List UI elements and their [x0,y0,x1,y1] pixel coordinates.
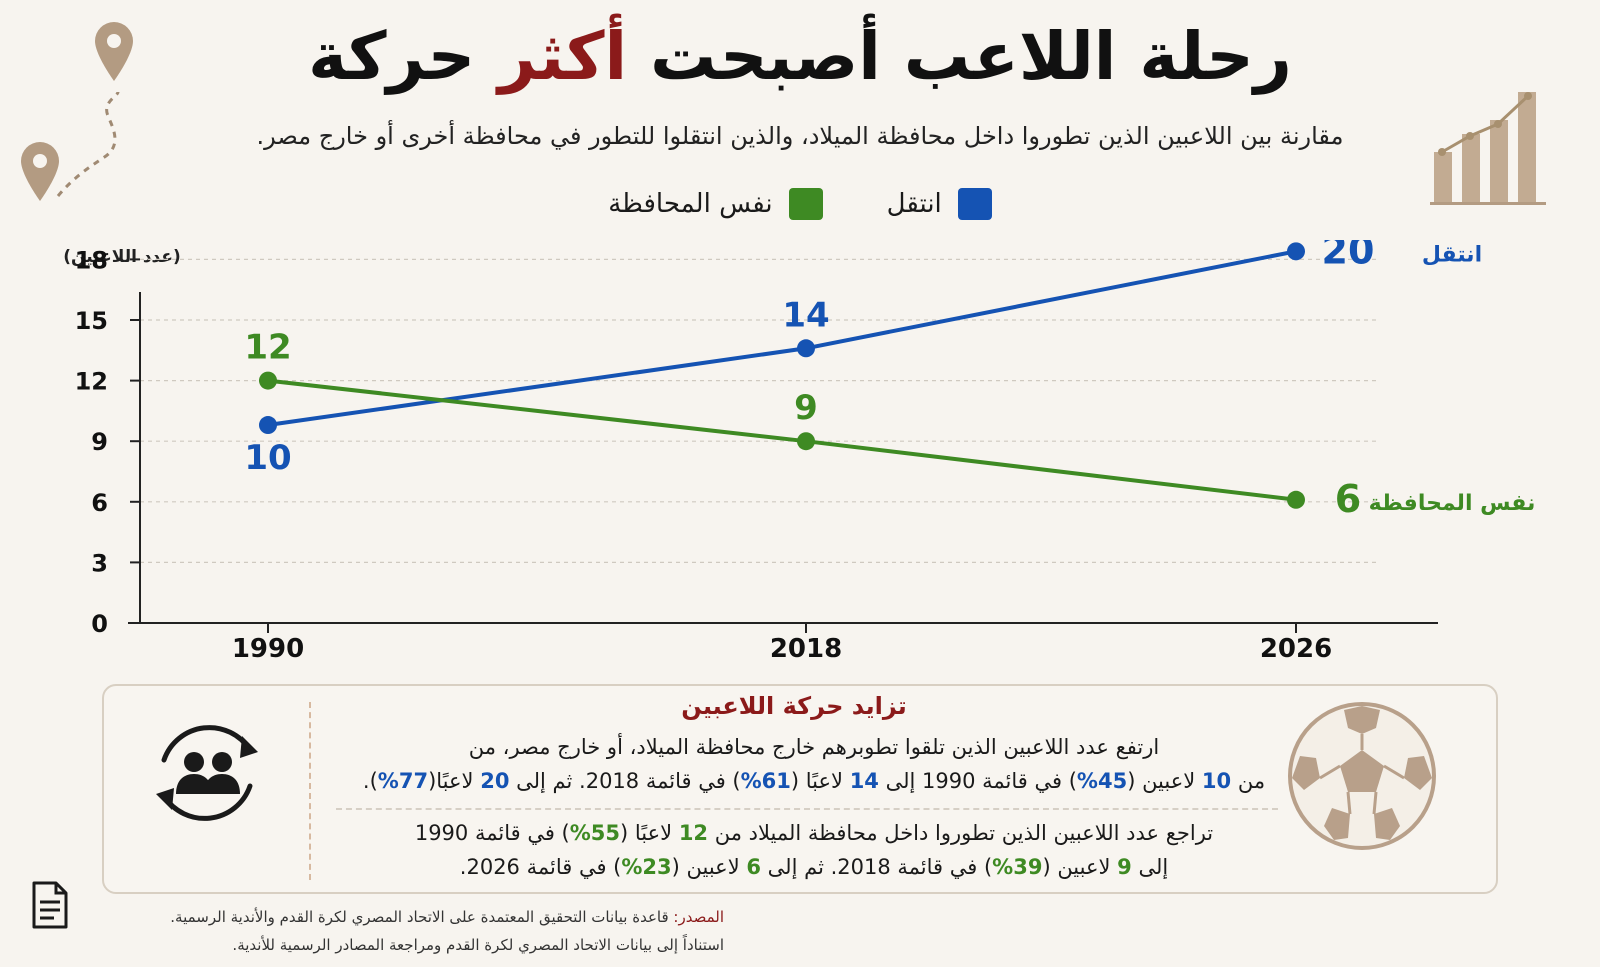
series-end-label: نفس المحافظة [1369,491,1536,516]
para-moved-segment: 61% [740,769,791,793]
source-label: المصدر: [673,908,724,926]
x-tick-label: 2026 [1260,634,1332,664]
para-same-segment: 23% [621,855,672,879]
legend-item-moved: انتقل [887,188,992,220]
title-accent: أكثر [498,18,628,95]
para-same-segment: إلى [1131,855,1169,879]
data-point [1287,490,1305,509]
para-moved-segment: لاعبًا ( [790,769,850,793]
legend-swatch-moved [957,188,992,220]
para-moved-segment: 10 [1201,769,1232,793]
summary-paragraph-moved: ارتفع عدد اللاعبين الذين تلقوا تطوبرهم خ… [324,730,1304,798]
para-same-segment: ) في قائمة 2018. ثم إلى [761,855,993,879]
y-tick-label: 15 [75,307,108,335]
data-label: 6 [1335,477,1361,521]
y-tick-label: 3 [91,549,108,577]
data-label: 12 [244,328,291,368]
people-cycle-icon [156,725,258,821]
data-point [259,371,277,390]
para-moved-segment: 14 [849,769,879,793]
data-point [1287,242,1305,261]
para-same-segment: لاعبين ( [1042,855,1118,879]
source-line-2: استناداً إلى بيانات الاتحاد المصري لكرة … [232,936,724,954]
summary-paragraph-same: تراجع عدد اللاعبين الذين تطوروا داخل محا… [324,816,1304,884]
data-label: 20 [1322,240,1375,272]
y-axis-label: (عدد اللاعبين) [63,247,181,267]
source-text-1: قاعدة بيانات التحقيق المعتمدة على الاتحا… [170,908,674,926]
soccer-ball-icon [1288,702,1436,850]
para-same-segment: 6 [746,855,761,879]
source-note: المصدر: قاعدة بيانات التحقيق المعتمدة عل… [84,903,724,959]
y-tick-label: 18 [75,246,108,274]
legend-label-same: نفس المحافظة [608,189,773,219]
legend-item-same: نفس المحافظة [608,188,823,220]
page-subtitle: مقارنة بين اللاعبين الذين تطوروا داخل مح… [256,122,1344,150]
source-line-1: المصدر: قاعدة بيانات التحقيق المعتمدة عل… [84,903,724,931]
data-label: 9 [794,388,818,428]
para-moved-segment: لاعبين ( [1127,769,1202,793]
series-end-label: انتقل [1422,242,1482,267]
para-same-segment: لاعبًا ( [620,821,679,845]
data-point [797,339,815,358]
y-tick-label: 6 [91,489,108,517]
para-same-segment: 9 [1117,855,1132,879]
para-moved-segment: من [1231,769,1266,793]
legend-label-moved: انتقل [886,189,942,219]
para-same-segment: ) في قائمة 2026. [459,855,622,879]
data-label: 10 [244,438,291,478]
y-tick-label: 0 [91,610,108,638]
series-line [267,378,1297,502]
para-moved-segment: ) في قائمة 2018. ثم إلى [509,769,741,793]
para-moved-segment: ) في قائمة 1990 إلى [878,769,1077,793]
para-moved-segment: ارتفع عدد اللاعبين الذين تلقوا تطوبرهم خ… [468,735,1160,759]
title-part2: حركة [308,18,476,95]
data-point [259,416,277,435]
bar-growth-icon [1430,92,1546,205]
para-same-segment: 12 [678,821,709,845]
location-pin-icon [21,22,133,201]
para-same-segment: 55% [569,821,621,845]
summary-divider-horizontal [336,808,1278,810]
document-icon [32,881,68,929]
summary-divider-vertical [309,702,311,880]
legend-swatch-same [788,188,823,220]
x-tick-label: 2018 [770,634,842,664]
para-moved-segment: لاعبًا( [428,769,481,793]
para-moved-segment: 77% [377,769,429,793]
para-same-segment: ) في قائمة 1990 [414,821,570,845]
para-moved-segment: 20 [480,769,510,793]
chart-legend: انتقل نفس المحافظة [0,188,1600,220]
x-tick-label: 1990 [232,634,304,664]
y-tick-label: 9 [91,428,108,456]
para-same-segment: لاعبين ( [671,855,747,879]
title-part1: رحلة اللاعب أصبحت [650,18,1292,95]
summary-title: تزايد حركة اللاعبين [681,692,907,720]
para-same-segment: 39% [992,855,1043,879]
data-label: 14 [782,295,829,335]
data-point [797,432,815,451]
summary-box: تزايد حركة اللاعبين ارتفع عدد اللاعبين ا… [102,684,1498,894]
line-chart: (عدد اللاعبين) 0 3 6 9 12 15 18 1990 2018 2026 10… [63,240,1536,664]
para-moved-segment: ). [362,769,378,793]
para-same-segment: تراجع عدد اللاعبين الذين تطوروا داخل محا… [708,821,1214,845]
para-moved-segment: 45% [1076,769,1128,793]
y-tick-label: 12 [75,368,108,396]
page-title: رحلة اللاعب أصبحت أكثر حركة [0,12,1600,102]
